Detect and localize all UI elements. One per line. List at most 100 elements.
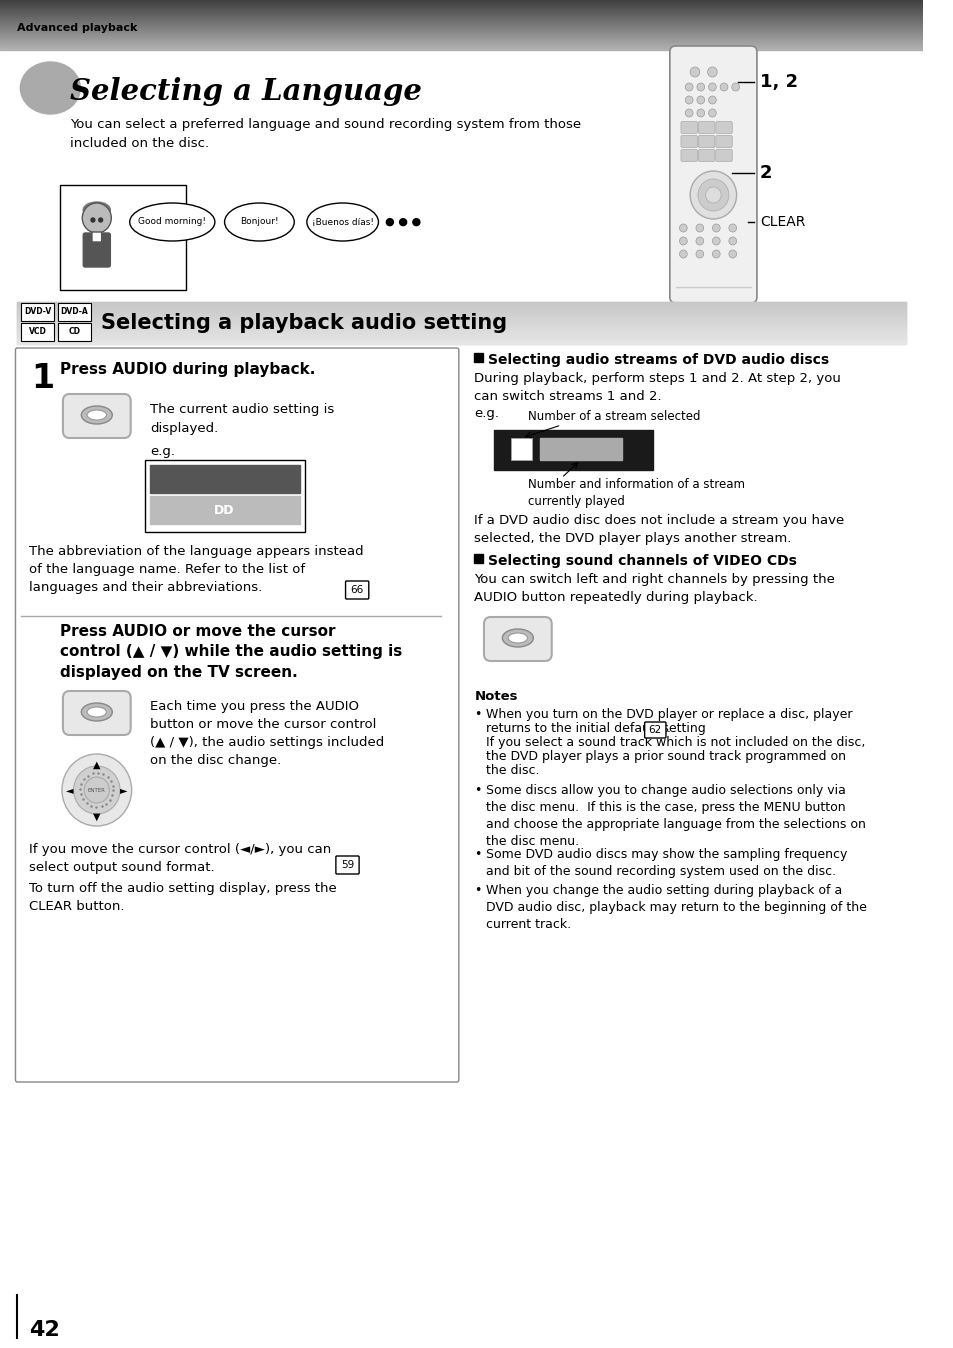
Circle shape [91, 218, 94, 222]
Text: 42: 42 [29, 1320, 60, 1340]
Bar [21, 324, 54, 341]
FancyBboxPatch shape [715, 121, 732, 133]
Circle shape [696, 249, 703, 257]
Text: e.g.: e.g. [474, 407, 498, 421]
Ellipse shape [307, 204, 378, 241]
Circle shape [728, 249, 736, 257]
Circle shape [728, 224, 736, 232]
Bar [474, 554, 482, 563]
Bar [474, 353, 482, 363]
Text: Number of a stream selected: Number of a stream selected [527, 410, 700, 423]
Text: DVD-A: DVD-A [61, 307, 89, 317]
FancyBboxPatch shape [698, 136, 714, 147]
Text: During playback, perform steps 1 and 2. At step 2, you
can switch streams 1 and : During playback, perform steps 1 and 2. … [474, 372, 841, 403]
Circle shape [731, 84, 739, 92]
Text: e.g.: e.g. [150, 445, 174, 458]
Text: Press AUDIO or move the cursor
control (▲ / ▼) while the audio setting is
displa: Press AUDIO or move the cursor control (… [60, 624, 402, 679]
FancyBboxPatch shape [680, 136, 697, 147]
Circle shape [684, 96, 692, 104]
Circle shape [689, 171, 736, 218]
Ellipse shape [83, 202, 111, 218]
Text: Some DVD audio discs may show the sampling frequency
and bit of the sound record: Some DVD audio discs may show the sampli… [485, 848, 846, 878]
Text: ►: ► [120, 785, 128, 795]
Ellipse shape [224, 204, 294, 241]
Text: Advanced playback: Advanced playback [17, 23, 137, 32]
Bar [60, 185, 186, 290]
Ellipse shape [130, 204, 214, 241]
Circle shape [62, 754, 132, 826]
Text: AUDIO: AUDIO [77, 398, 116, 408]
Text: Good morning!: Good morning! [138, 217, 206, 226]
Text: The abbreviation of the language appears instead
of the language name. Refer to : The abbreviation of the language appears… [29, 545, 363, 594]
Ellipse shape [81, 704, 112, 721]
Circle shape [679, 237, 686, 245]
FancyBboxPatch shape [715, 136, 732, 147]
Circle shape [98, 218, 103, 222]
Ellipse shape [508, 634, 527, 643]
Bar [21, 303, 54, 321]
Text: 59: 59 [340, 860, 354, 869]
Text: ▼: ▼ [93, 811, 100, 822]
Circle shape [689, 67, 700, 77]
FancyBboxPatch shape [715, 150, 732, 162]
Circle shape [697, 84, 704, 92]
Text: AUDIO: AUDIO [77, 694, 116, 704]
FancyBboxPatch shape [63, 692, 131, 735]
Text: Press AUDIO during playback.: Press AUDIO during playback. [60, 363, 315, 377]
Text: .: . [666, 723, 670, 735]
Text: DVD-V: DVD-V [24, 307, 51, 317]
Text: If you move the cursor control (◄/►), you can
select output sound format.: If you move the cursor control (◄/►), yo… [29, 842, 331, 874]
Text: If a DVD audio disc does not include a stream you have
selected, the DVD player : If a DVD audio disc does not include a s… [474, 514, 843, 545]
FancyBboxPatch shape [335, 856, 358, 874]
Text: Number and information of a stream
currently played: Number and information of a stream curre… [527, 479, 743, 508]
Ellipse shape [81, 406, 112, 425]
FancyBboxPatch shape [644, 723, 665, 737]
Circle shape [697, 109, 704, 117]
Bar [58, 324, 91, 341]
Circle shape [707, 67, 717, 77]
FancyBboxPatch shape [483, 617, 551, 661]
FancyBboxPatch shape [345, 581, 369, 599]
Circle shape [712, 249, 720, 257]
Circle shape [712, 237, 720, 245]
Circle shape [697, 96, 704, 104]
Ellipse shape [87, 410, 107, 421]
FancyBboxPatch shape [91, 232, 102, 243]
Text: Selecting a playback audio setting: Selecting a playback audio setting [101, 313, 506, 333]
Ellipse shape [20, 62, 80, 115]
Text: •: • [474, 848, 481, 861]
FancyBboxPatch shape [63, 394, 131, 438]
Text: ▲: ▲ [93, 760, 100, 770]
Circle shape [696, 237, 703, 245]
Text: Selecting audio streams of DVD audio discs: Selecting audio streams of DVD audio dis… [487, 353, 828, 367]
Text: CLEAR: CLEAR [759, 214, 804, 229]
Text: 1, 2: 1, 2 [759, 73, 797, 92]
Circle shape [720, 84, 727, 92]
Text: You can switch left and right channels by pressing the
AUDIO button repeatedly d: You can switch left and right channels b… [474, 573, 834, 604]
Bar [150, 465, 300, 493]
Bar [145, 460, 305, 532]
Circle shape [73, 766, 120, 814]
Circle shape [684, 84, 692, 92]
Text: ◄: ◄ [66, 785, 73, 795]
Circle shape [679, 224, 686, 232]
Circle shape [708, 109, 716, 117]
Text: Bonjour!: Bonjour! [240, 217, 278, 226]
FancyBboxPatch shape [83, 233, 111, 267]
Text: VCD: VCD [29, 328, 47, 337]
Bar [539, 438, 621, 460]
Circle shape [712, 224, 720, 232]
Bar [493, 430, 653, 470]
FancyBboxPatch shape [680, 121, 697, 133]
Text: To turn off the audio setting display, press the
CLEAR button.: To turn off the audio setting display, p… [29, 882, 336, 913]
FancyBboxPatch shape [680, 150, 697, 162]
Text: •: • [474, 884, 481, 896]
Circle shape [84, 776, 110, 803]
Text: When you turn on the DVD player or replace a disc, player: When you turn on the DVD player or repla… [485, 708, 852, 721]
Text: Some discs allow you to change audio selections only via
the disc menu.  If this: Some discs allow you to change audio sel… [485, 785, 865, 848]
Text: Selecting sound channels of VIDEO CDs: Selecting sound channels of VIDEO CDs [487, 554, 796, 568]
Text: CD: CD [69, 328, 80, 337]
Text: If you select a sound track which is not included on the disc,: If you select a sound track which is not… [485, 736, 864, 749]
Circle shape [708, 96, 716, 104]
Text: Each time you press the AUDIO
button or move the cursor control
(▲ / ▼), the aud: Each time you press the AUDIO button or … [150, 700, 384, 767]
